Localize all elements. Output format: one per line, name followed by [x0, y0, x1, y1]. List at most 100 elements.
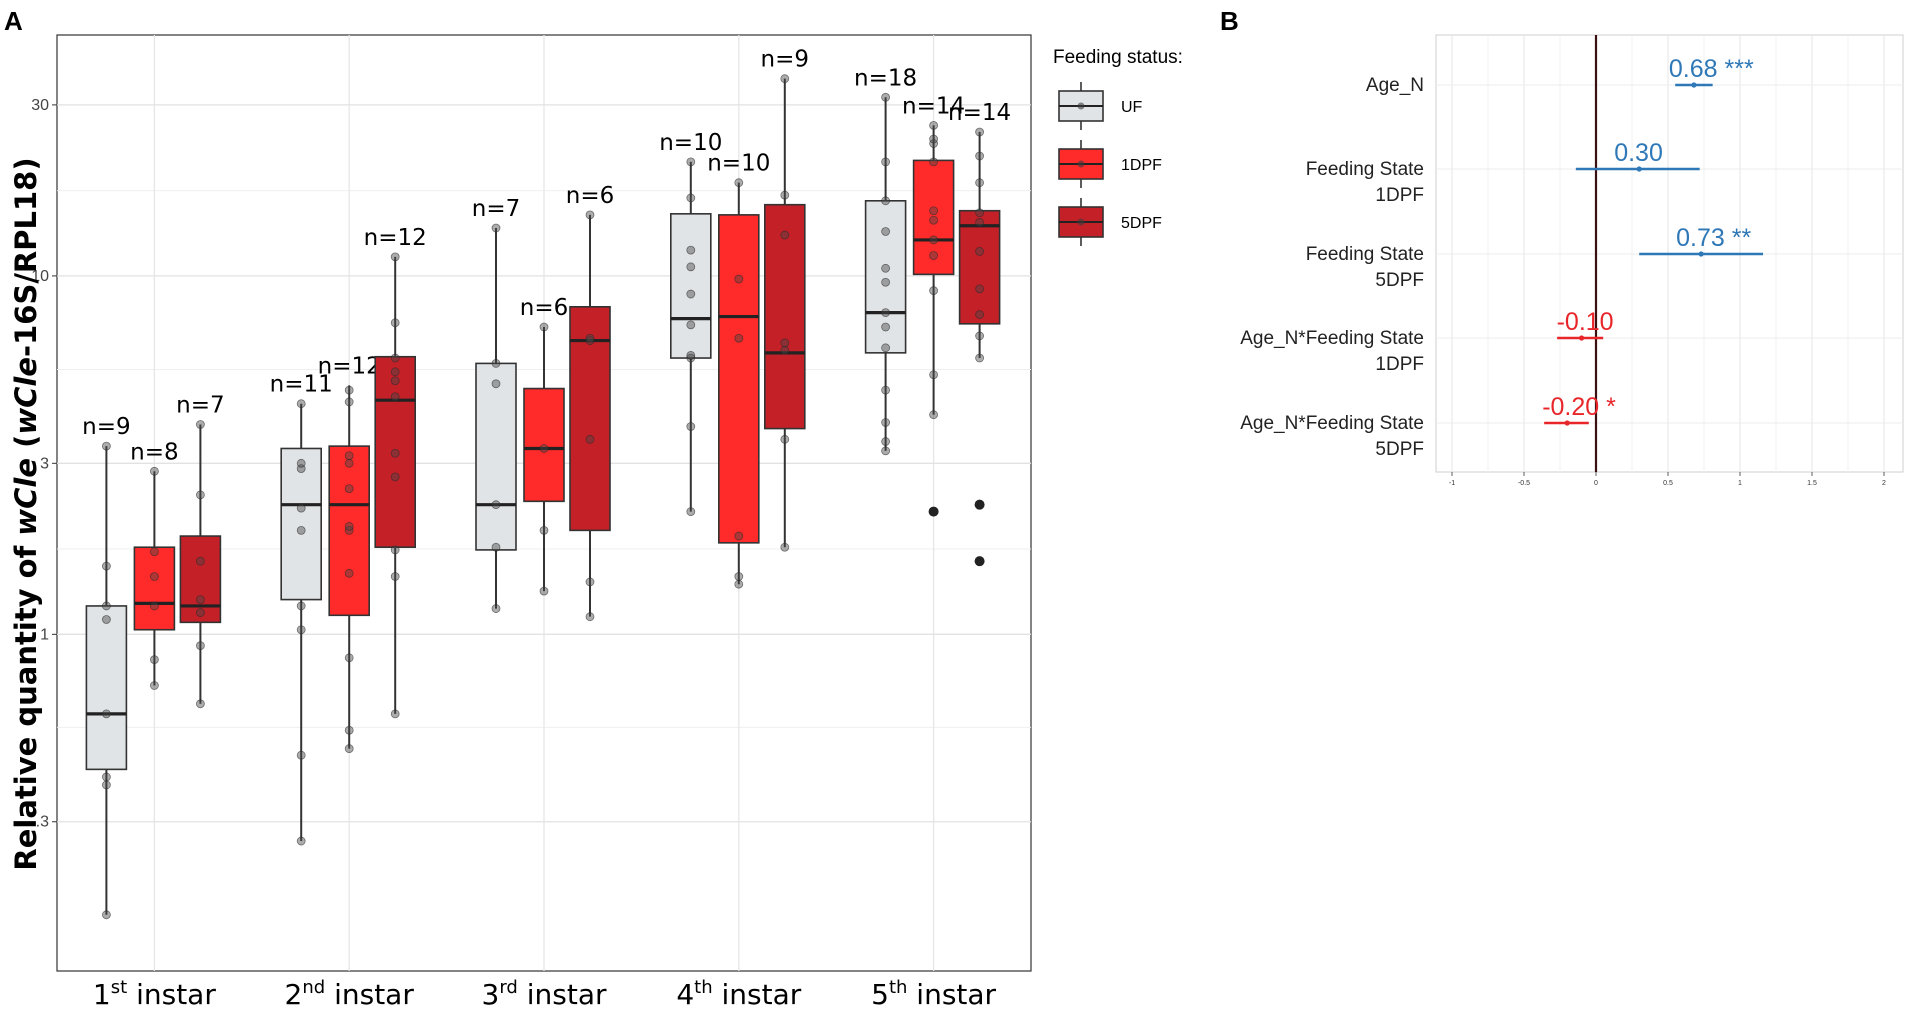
data-point [881, 418, 890, 427]
legend: Feeding status: UF 1DPF 5DPF [1053, 47, 1183, 246]
data-point [390, 709, 400, 719]
forest-row: Feeding State 5DPF 0.73 ** [1306, 224, 1764, 291]
data-point [929, 251, 938, 260]
category-label: 4th instar [676, 977, 801, 1011]
estimate-label: 0.30 [1614, 139, 1663, 167]
data-point [195, 420, 205, 429]
estimate-label: 0.68 *** [1669, 55, 1754, 83]
x-tick-label: 1 [1738, 480, 1742, 487]
data-point [585, 336, 595, 345]
box-group-uf: n=18 [854, 65, 917, 456]
data-point [686, 193, 696, 203]
box-group-5dpf: n=14 [948, 100, 1011, 567]
box-group-5dpf: n=9 [761, 47, 809, 552]
n-label: n=7 [176, 392, 224, 418]
data-point [149, 681, 159, 690]
n-label: n=6 [566, 183, 614, 209]
forest-row: Age_N*Feeding State 1DPF -0.10 [1240, 308, 1613, 375]
data-point [344, 385, 354, 395]
box [864, 200, 907, 354]
legend-key-point [1077, 218, 1085, 226]
row-sublabel: 5DPF [1375, 270, 1424, 291]
data-point [881, 157, 890, 167]
data-point [585, 577, 595, 587]
legend-label: UF [1121, 99, 1143, 116]
data-point [102, 561, 111, 571]
legend-key-point [1077, 160, 1085, 168]
data-point [195, 490, 205, 500]
data-point [780, 542, 790, 552]
y-tick-label: 10 [31, 268, 49, 285]
data-point [102, 441, 111, 451]
box-group-5dpf: n=12 [364, 225, 427, 719]
box [717, 214, 760, 544]
data-point [975, 284, 984, 294]
data-point [686, 289, 696, 299]
data-point [975, 208, 984, 218]
data-point [491, 379, 501, 389]
data-point [734, 579, 744, 589]
x-tick-label: -0.5 [1518, 480, 1530, 487]
data-point [975, 151, 984, 161]
data-point [975, 310, 984, 319]
data-point [975, 127, 984, 137]
data-point [390, 545, 400, 555]
x-tick-label: 0.5 [1663, 480, 1673, 487]
data-point [686, 507, 696, 516]
data-point [539, 525, 549, 535]
data-point [149, 547, 159, 557]
data-point [686, 351, 696, 360]
box [912, 159, 955, 276]
data-point [390, 252, 400, 262]
data-point [929, 120, 938, 130]
data-point [390, 448, 400, 458]
row-sublabel: 1DPF [1375, 185, 1424, 206]
data-point [881, 308, 890, 317]
forest-row: Age_N 0.68 *** [1366, 55, 1754, 96]
data-point [734, 274, 744, 284]
legend-label: 1DPF [1121, 157, 1162, 174]
n-label: n=14 [902, 93, 965, 119]
data-point [296, 625, 306, 635]
row-sublabel: 1DPF [1375, 354, 1424, 375]
data-point [390, 376, 400, 386]
box-group-1dpf: n=8 [130, 439, 179, 690]
box-group-uf: n=11 [270, 372, 333, 846]
panel-a-letter: A [4, 6, 23, 36]
data-point [929, 370, 938, 380]
x-tick-label: 0 [1594, 480, 1598, 487]
row-label: Feeding State [1306, 159, 1424, 180]
data-point [390, 318, 400, 328]
x-tick-label: -1 [1449, 480, 1455, 487]
data-point [102, 780, 111, 790]
x-tick-label: 2 [1882, 480, 1886, 487]
outlier-point [974, 556, 985, 567]
data-point [296, 525, 306, 535]
box-group-1dpf: n=6 [520, 295, 568, 596]
data-point [780, 345, 790, 355]
row-label: Feeding State [1306, 244, 1424, 265]
n-label: n=6 [520, 295, 568, 321]
data-point [881, 277, 890, 287]
legend-label: 5DPF [1121, 215, 1162, 232]
box [85, 605, 128, 771]
n-label: n=12 [318, 353, 381, 379]
data-point [929, 286, 938, 295]
data-point [344, 568, 354, 578]
data-point [344, 458, 354, 468]
data-point [780, 74, 790, 84]
data-point [344, 451, 354, 461]
box-group-1dpf: n=10 [707, 151, 770, 589]
data-point [929, 215, 938, 225]
data-point [296, 503, 306, 513]
data-point [585, 434, 595, 444]
data-point [585, 612, 595, 622]
n-label: n=18 [854, 65, 917, 91]
box-group-1dpf: n=12 [318, 353, 381, 753]
x-tick-label: 1.5 [1807, 480, 1817, 487]
panel-b: B Age_N0.68 ***Feeding State1DPF0.30Feed… [1220, 6, 1904, 487]
box [763, 203, 806, 430]
data-point [734, 572, 744, 581]
y-tick-label: 3 [40, 455, 49, 472]
data-point [390, 353, 400, 363]
